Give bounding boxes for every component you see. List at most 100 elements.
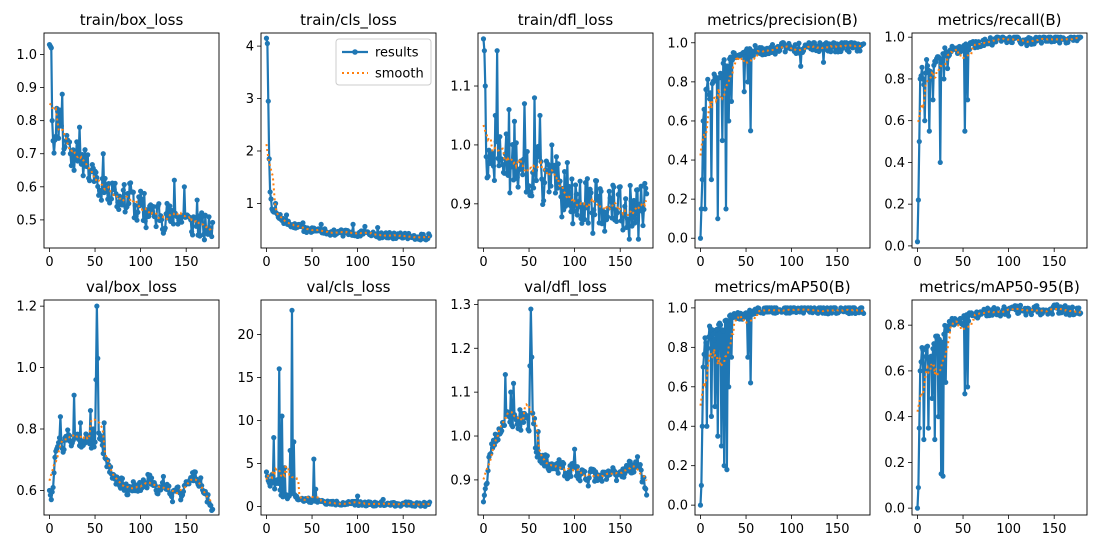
results-point [635,236,642,242]
results-point [630,204,636,210]
results-point [181,184,187,190]
results-point [965,318,972,324]
x-tick-label: 100 [345,522,370,537]
subplot-3: train/dfl_loss 0 50 100 150 0.9 1.0 1.1 [450,11,654,270]
results-point [116,206,122,213]
results-point [56,107,63,113]
results-point [533,177,539,184]
results-point [572,446,578,452]
results-point [481,48,487,54]
results-point [481,492,487,498]
results-point [549,142,555,148]
results-point [599,221,605,227]
y-tick-label: 0.6 [16,484,37,499]
results-point [50,484,56,491]
x-tick-label: 100 [562,522,587,537]
results-point [279,413,285,419]
results-point [170,221,177,227]
results-point [820,59,827,65]
x-tick-label: 50 [87,522,104,537]
results-point [55,443,61,450]
results-point [350,221,356,227]
y-tick-label: 0.0 [667,499,688,514]
results-point [699,423,705,429]
y-tick-label: 0.0 [884,502,905,517]
results-point [644,492,650,498]
legend-box [335,38,432,86]
results-point [86,178,93,184]
results-point [268,196,274,202]
results-point [859,305,865,311]
results-point [532,167,539,173]
results-point [705,76,711,82]
results-point [705,345,711,351]
results-point [711,337,717,343]
results-point [622,203,628,209]
results-point [966,46,973,53]
results-point [577,478,583,484]
results-point [944,65,951,72]
results-point [702,206,708,212]
results-point [995,306,1001,312]
results-point [287,447,293,454]
results-point [554,185,560,191]
y-tick-label: 0.2 [667,459,688,474]
results-point [199,483,205,489]
results-point [499,156,505,162]
results-point [126,200,132,207]
results-point [143,224,149,231]
results-point [564,159,570,166]
results-point [524,148,530,155]
results-point [569,176,575,182]
results-point [553,466,559,472]
plot-area [46,303,216,514]
results-point [937,159,943,166]
smooth-line [916,307,1081,412]
results-point [192,215,198,222]
y-tick-label: 0.2 [884,456,905,471]
results-point [932,436,938,443]
results-point [520,172,526,178]
results-point [289,307,295,313]
plot-area [480,306,650,505]
results-point [595,193,601,199]
results-line [916,36,1081,242]
results-point [582,468,588,475]
y-tick-label: 1.0 [450,138,471,153]
results-point [701,106,707,112]
results-point [486,147,492,153]
results-point [989,312,995,318]
results-point [531,185,537,191]
results-point [179,219,185,225]
results-point [939,339,945,345]
results-point [59,91,65,97]
results-point [62,144,68,150]
results-point [561,461,567,467]
results-point [832,305,838,311]
results-point [507,190,513,196]
results-point [706,96,713,102]
x-tick-label: 150 [608,255,633,270]
results-point [100,151,106,157]
y-tick-label: 0.8 [884,72,905,87]
x-tick-label: 0 [913,255,921,270]
smooth-line [48,102,214,231]
results-point [611,184,617,190]
results-point [57,112,64,118]
x-tick-label: 100 [779,255,804,270]
results-point [94,303,100,309]
results-point [796,40,802,46]
smooth-line [917,37,1081,123]
y-tick-label: 0.6 [884,114,905,129]
results-point [638,467,644,473]
subplot-8: val/dfl_loss 0 50 100 150 0.9 1.0 1.1 1.2 1.3 [450,278,654,537]
y-tick-label: 15 [237,371,254,386]
results-point [919,64,925,70]
results-point [160,473,166,480]
results-point [965,97,971,103]
results-point [180,488,187,495]
results-point [265,98,271,104]
results-point [102,175,108,182]
results-point [643,185,649,191]
results-point [509,164,515,170]
